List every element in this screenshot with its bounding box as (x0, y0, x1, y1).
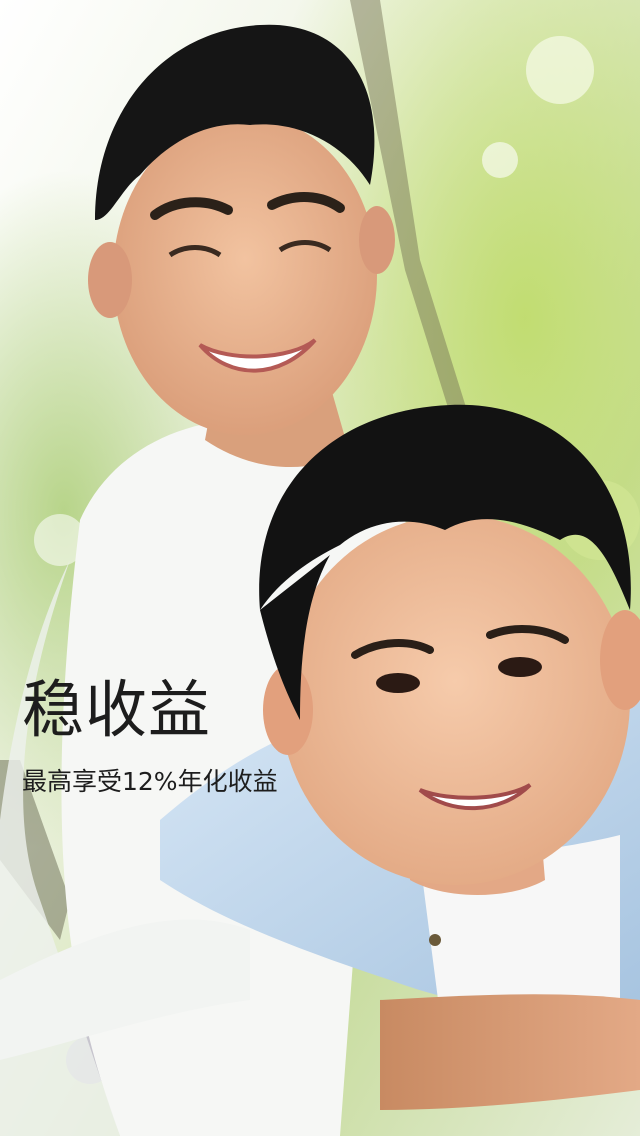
subline-text: 最高享受12%年化收益 (22, 767, 278, 796)
promo-caption: 稳收益 最高享受12%年化收益 (22, 672, 622, 798)
headline-text: 稳收益 (22, 673, 212, 746)
